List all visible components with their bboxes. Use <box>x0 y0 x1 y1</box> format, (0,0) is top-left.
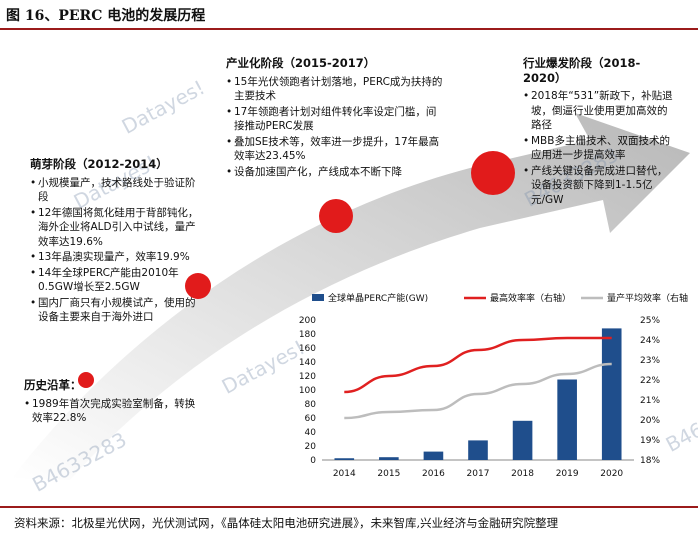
stage-item: 叠加SE技术等，效率进一步提升，17年最高效率达23.45% <box>226 135 446 164</box>
x-tick-label: 2014 <box>333 469 356 479</box>
y-left-tick-label: 0 <box>310 456 316 466</box>
dot-history <box>78 372 94 388</box>
stage-title: 产业化阶段（2015-2017） <box>226 56 376 70</box>
figure-title: 图 16、PERC 电池的发展历程 <box>6 8 206 24</box>
bar <box>557 379 577 460</box>
growth-arrow <box>12 113 690 480</box>
series-line <box>344 362 612 420</box>
x-tick-label: 2017 <box>467 469 490 479</box>
dot-industrial <box>319 199 353 233</box>
stage-item: 小规模量产，技术路线处于验证阶段 <box>30 176 200 205</box>
stage-item: 国内厂商只有小规模试产，使用的设备主要来自于海外进口 <box>30 296 200 325</box>
y-left-tick-label: 20 <box>305 442 317 452</box>
y-right-tick-label: 20% <box>640 416 660 426</box>
series-line <box>344 336 612 394</box>
x-tick-label: 2020 <box>600 469 623 479</box>
y-left-tick-label: 80 <box>305 400 317 410</box>
y-left-tick-label: 160 <box>299 344 316 354</box>
y-right-tick-label: 21% <box>640 396 660 406</box>
x-tick-label: 2018 <box>511 469 534 479</box>
y-right-tick-label: 19% <box>640 436 660 446</box>
stage-item: 15年光伏领跑者计划落地，PERC成为扶持的主要技术 <box>226 75 446 104</box>
y-left-tick-label: 200 <box>299 316 316 326</box>
stage-industrial: 产业化阶段（2015-2017） 15年光伏领跑者计划落地，PERC成为扶持的主… <box>226 56 446 180</box>
stage-item: 设备加速国产化，产线成本不断下降 <box>226 165 446 180</box>
stage-sprout: 萌芽阶段（2012-2014） 小规模量产，技术路线处于验证阶段 12年德国将氮… <box>30 157 200 326</box>
legend-label: 全球单晶PERC产能(GW) <box>328 292 428 304</box>
y-left-tick-label: 100 <box>299 386 316 396</box>
x-tick-label: 2019 <box>556 469 579 479</box>
figure-footer: 资料来源：北极星光伏网，光伏测试网，《晶体硅太阳电池研究进展》，未来智库,兴业经… <box>0 506 698 537</box>
bar <box>379 457 399 460</box>
y-right-tick-label: 22% <box>640 376 660 386</box>
y-right-tick-label: 24% <box>640 336 660 346</box>
bar <box>334 458 355 460</box>
stage-history: 历史沿革： 1989年首次完成实验室制备，转换效率22.8% <box>24 378 202 427</box>
stage-item: 产线关键设备完成进口替代，设备投资额下降到1-1.5亿元/GW <box>523 164 673 208</box>
stage-item: 13年晶澳实现量产，效率19.9% <box>30 250 200 265</box>
stage-title: 行业爆发阶段（2018-2020） <box>523 56 641 85</box>
bar <box>423 451 444 460</box>
x-tick-label: 2015 <box>377 469 400 479</box>
dot-boom <box>471 151 515 195</box>
perc-capacity-chart: 全球单晶PERC产能(GW) 最高效率率（右轴） 量产平均效率（右轴） 0 20 40 60… <box>299 292 688 479</box>
legend-swatch <box>312 294 324 301</box>
stage-boom: 行业爆发阶段（2018-2020） 2018年“531”新政下，补贴退坡，倒逼行… <box>523 56 673 208</box>
y-right-tick-label: 18% <box>640 456 660 466</box>
stage-title: 历史沿革： <box>24 378 82 392</box>
y-left-tick-label: 180 <box>299 330 316 340</box>
stage-item: 2018年“531”新政下，补贴退坡，倒逼行业使用更加高效的路径 <box>523 89 673 133</box>
stage-item: 17年领跑者计划对组件转化率设定门槛，间接推动PERC发展 <box>226 105 446 134</box>
y-left-tick-label: 140 <box>299 358 316 368</box>
y-left-tick-label: 40 <box>305 428 317 438</box>
legend-label: 最高效率率（右轴） <box>490 292 571 304</box>
y-right-tick-label: 23% <box>640 356 660 366</box>
bar <box>512 420 533 460</box>
stage-title: 萌芽阶段（2012-2014） <box>30 157 168 171</box>
stage-item: 14年全球PERC产能由2010年0.5GW增长至2.5GW <box>30 266 200 295</box>
bar <box>468 440 488 460</box>
stage-item: 1989年首次完成实验室制备，转换效率22.8% <box>24 397 202 426</box>
figure-header: 图 16、PERC 电池的发展历程 <box>0 0 698 30</box>
y-left-tick-label: 120 <box>299 372 316 382</box>
x-tick-label: 2016 <box>422 469 445 479</box>
source-note: 资料来源：北极星光伏网，光伏测试网，《晶体硅太阳电池研究进展》，未来智库,兴业经… <box>14 516 559 530</box>
stage-item: MBB多主栅技术、双面技术的应用进一步提高效率 <box>523 134 673 163</box>
y-left-tick-label: 60 <box>305 414 317 424</box>
y-right-tick-label: 25% <box>640 316 660 326</box>
stage-item: 12年德国将氮化硅用于背部钝化，海外企业将ALD引入中试线，量产效率达19.6% <box>30 206 200 250</box>
bar <box>601 328 622 460</box>
legend-label: 量产平均效率（右轴） <box>607 292 688 304</box>
